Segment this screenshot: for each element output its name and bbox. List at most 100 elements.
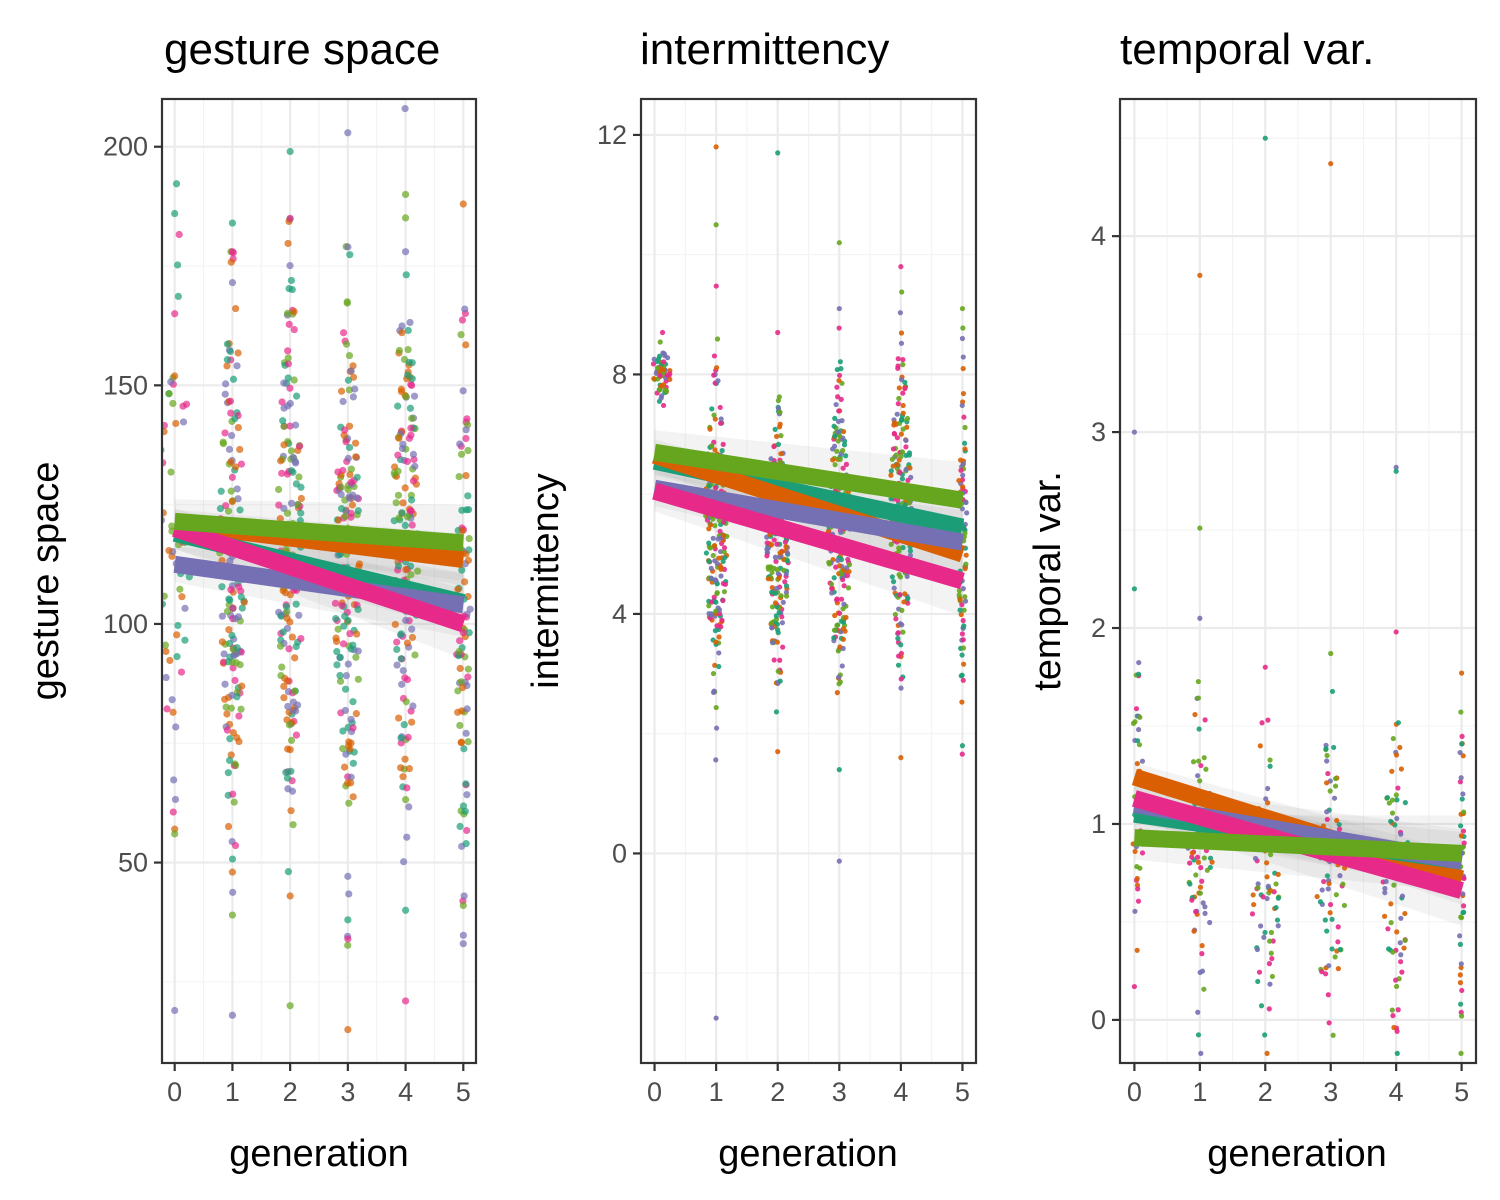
data-point — [287, 276, 296, 285]
data-point — [889, 456, 895, 462]
data-point — [284, 868, 292, 876]
data-point — [223, 340, 232, 348]
outlier-point — [959, 743, 966, 749]
data-point — [176, 585, 184, 593]
data-point — [171, 372, 179, 380]
data-point — [713, 283, 719, 289]
data-point — [1458, 914, 1464, 920]
data-point — [772, 426, 778, 432]
data-point — [717, 528, 723, 534]
data-point — [283, 677, 291, 685]
data-point — [778, 451, 784, 457]
data-point — [1326, 880, 1332, 887]
data-point — [1189, 897, 1195, 903]
data-point — [333, 647, 341, 656]
data-point — [843, 461, 850, 467]
data-point — [284, 374, 292, 382]
data-point — [403, 675, 412, 684]
data-point — [218, 638, 226, 646]
data-point — [900, 629, 906, 635]
data-point — [410, 392, 419, 400]
data-point — [897, 621, 904, 627]
data-point — [1258, 1003, 1265, 1009]
x-tick-label: 1 — [225, 1077, 240, 1107]
data-point — [774, 433, 780, 440]
outlier-point — [1197, 272, 1203, 278]
data-point — [1324, 780, 1330, 786]
data-point — [1255, 978, 1261, 985]
data-point — [712, 416, 718, 422]
data-point — [284, 402, 292, 410]
data-point — [236, 661, 244, 669]
data-point — [235, 737, 243, 746]
x-tick-label: 1 — [709, 1077, 724, 1107]
outlier-point — [401, 997, 410, 1005]
data-point — [836, 563, 843, 569]
data-point — [1139, 758, 1146, 764]
data-point — [463, 791, 471, 799]
data-point — [1265, 785, 1271, 792]
data-point — [904, 573, 910, 580]
data-point — [405, 434, 413, 442]
data-point — [661, 359, 667, 365]
data-point — [836, 681, 842, 687]
data-point — [344, 616, 352, 625]
data-point — [775, 668, 781, 674]
data-point — [232, 463, 240, 471]
data-point — [775, 397, 781, 404]
data-point — [221, 429, 229, 437]
y-axis-title: gesture space — [25, 462, 67, 701]
data-point — [168, 696, 176, 704]
data-point — [907, 548, 914, 554]
data-point — [777, 657, 783, 663]
data-point — [294, 701, 302, 709]
x-tick-label: 2 — [283, 1077, 298, 1107]
data-point — [221, 390, 229, 398]
data-point — [832, 415, 838, 421]
data-point — [1319, 887, 1325, 893]
data-point — [1275, 923, 1281, 929]
data-point — [1398, 766, 1404, 772]
data-point — [713, 757, 719, 763]
data-point — [964, 510, 970, 516]
data-point — [346, 470, 354, 479]
data-point — [1195, 773, 1201, 779]
data-point — [706, 540, 712, 546]
data-point — [1458, 961, 1464, 967]
data-point — [846, 562, 853, 568]
data-point — [830, 446, 836, 452]
data-point — [349, 393, 357, 401]
data-point — [709, 406, 715, 412]
y-axis-title: intermittency — [525, 473, 567, 688]
outlier-point — [775, 329, 781, 336]
data-point — [831, 423, 837, 429]
data-point — [1397, 940, 1403, 946]
data-point — [349, 724, 357, 732]
data-point — [332, 614, 340, 623]
data-point — [774, 566, 780, 573]
data-point — [354, 507, 362, 515]
data-point — [840, 465, 846, 471]
data-point — [1262, 929, 1268, 936]
data-point — [1395, 720, 1401, 726]
data-point — [1399, 969, 1405, 975]
outlier-point — [898, 264, 904, 270]
data-point — [408, 625, 416, 633]
data-point — [345, 422, 354, 430]
outlier-point — [959, 335, 966, 342]
data-point — [227, 487, 235, 495]
data-point — [899, 607, 905, 613]
data-point — [231, 414, 239, 423]
data-point — [340, 622, 348, 630]
data-point — [405, 803, 413, 811]
data-point — [765, 576, 771, 582]
data-point — [776, 575, 782, 581]
data-point — [900, 357, 906, 363]
data-point — [354, 675, 362, 683]
data-point — [172, 180, 181, 188]
data-point — [397, 764, 405, 772]
data-point — [344, 742, 353, 750]
data-point — [895, 356, 901, 362]
y-tick-label: 200 — [103, 132, 148, 162]
data-point — [336, 653, 344, 661]
